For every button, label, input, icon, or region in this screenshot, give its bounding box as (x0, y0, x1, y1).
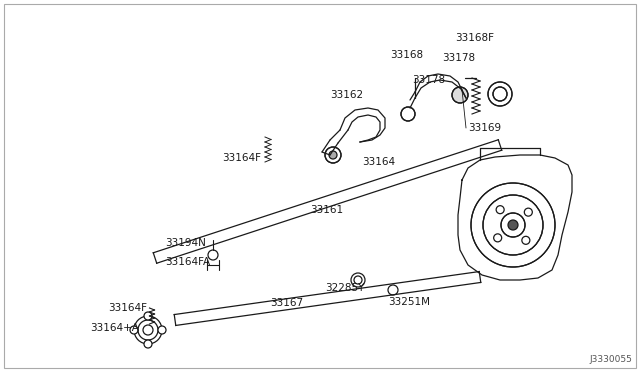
Circle shape (325, 147, 341, 163)
Text: J3330055: J3330055 (589, 355, 632, 364)
Circle shape (138, 320, 158, 340)
Text: 33164: 33164 (362, 157, 395, 167)
Text: 33164+A: 33164+A (90, 323, 139, 333)
Circle shape (144, 312, 152, 320)
Circle shape (488, 82, 512, 106)
Circle shape (471, 183, 555, 267)
Text: 33169: 33169 (468, 123, 501, 133)
Text: 33164F: 33164F (108, 303, 147, 313)
Circle shape (493, 87, 507, 101)
Circle shape (401, 107, 415, 121)
Circle shape (144, 340, 152, 348)
Circle shape (483, 195, 543, 255)
Circle shape (134, 316, 162, 344)
Text: 33178: 33178 (442, 53, 475, 63)
Circle shape (130, 326, 138, 334)
Circle shape (508, 220, 518, 230)
Text: 33168: 33168 (390, 50, 423, 60)
Text: 33167: 33167 (270, 298, 303, 308)
Circle shape (329, 151, 337, 159)
Text: 33164FA: 33164FA (165, 257, 210, 267)
Text: 33164F: 33164F (222, 153, 261, 163)
Text: 33162: 33162 (330, 90, 363, 100)
Circle shape (501, 213, 525, 237)
Text: 33178: 33178 (412, 75, 445, 85)
Circle shape (158, 326, 166, 334)
Circle shape (493, 234, 502, 242)
Circle shape (522, 236, 530, 244)
Text: 33168F: 33168F (455, 33, 494, 43)
Circle shape (351, 273, 365, 287)
Circle shape (524, 208, 532, 216)
Circle shape (452, 87, 468, 103)
Text: 33251M: 33251M (388, 297, 430, 307)
Text: 33194N: 33194N (165, 238, 206, 248)
Text: 32285Y: 32285Y (325, 283, 364, 293)
Circle shape (496, 206, 504, 214)
Text: 33161: 33161 (310, 205, 343, 215)
